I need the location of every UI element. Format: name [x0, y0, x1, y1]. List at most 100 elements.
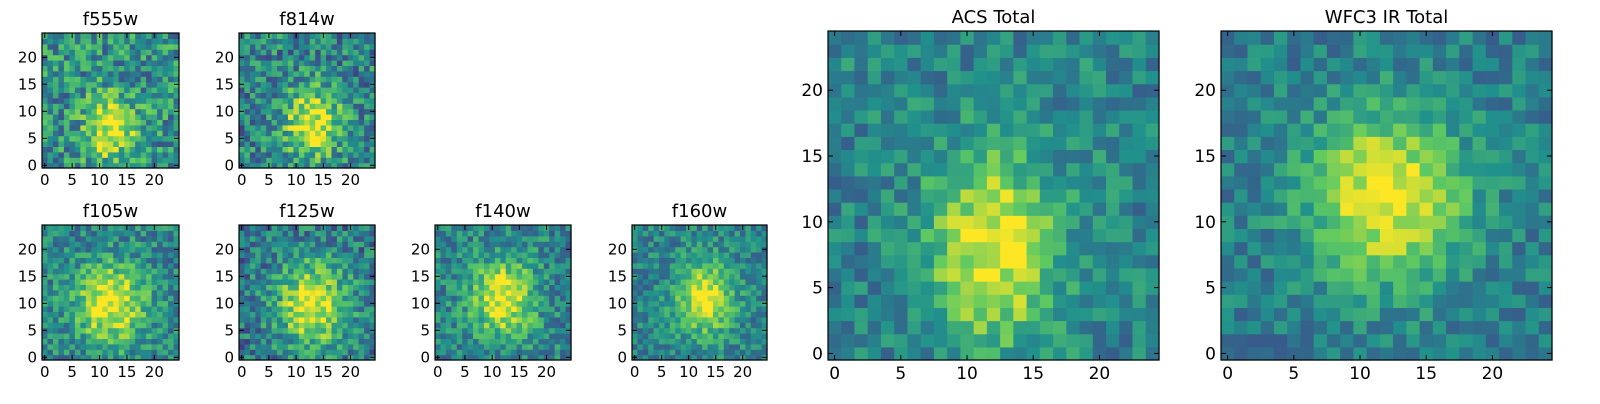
- heatmap-cell: [735, 252, 741, 258]
- heatmap-cell: [157, 344, 163, 350]
- heatmap-cell: [664, 284, 670, 290]
- heatmap-cell: [102, 230, 108, 236]
- heatmap-cell: [42, 311, 48, 317]
- heatmap-cell: [168, 44, 174, 50]
- heatmap-cells: [632, 225, 768, 361]
- heatmap-cell: [42, 241, 48, 247]
- heatmap-cell: [119, 225, 125, 231]
- heatmap-cell: [250, 44, 256, 50]
- heatmap-cell: [1433, 228, 1447, 242]
- heatmap-cell: [261, 76, 267, 82]
- heatmap-cell: [119, 71, 125, 77]
- heatmap-cell: [69, 290, 75, 296]
- heatmap-cell: [359, 76, 365, 82]
- heatmap-cell: [632, 349, 638, 355]
- heatmap-cell: [1027, 321, 1041, 335]
- heatmap-cell: [544, 295, 550, 301]
- heatmap-cell: [272, 284, 278, 290]
- heatmap-cell: [146, 65, 152, 71]
- heatmap-cell: [353, 60, 359, 66]
- heatmap-cell: [1247, 255, 1261, 269]
- heatmap-cell: [1093, 255, 1107, 269]
- heatmap-cell: [337, 311, 343, 317]
- heatmap-cell: [500, 241, 506, 247]
- heatmap-cell: [108, 71, 114, 77]
- heatmap-cell: [643, 230, 649, 236]
- heatmap-cell: [141, 322, 147, 328]
- heatmap-cell: [1000, 242, 1014, 256]
- heatmap-cell: [544, 333, 550, 339]
- heatmap-cell: [97, 125, 103, 131]
- heatmap-cell: [244, 65, 250, 71]
- heatmap-cell: [479, 295, 485, 301]
- heatmap-cell: [479, 263, 485, 269]
- heatmap-cell: [53, 290, 59, 296]
- heatmap-cell: [522, 301, 528, 307]
- heatmap-cell: [283, 38, 289, 44]
- heatmap-cell: [462, 338, 468, 344]
- heatmap-cell: [881, 215, 895, 229]
- heatmap-cell: [1013, 84, 1027, 98]
- heatmap-cell: [632, 338, 638, 344]
- heatmap-cell: [729, 295, 735, 301]
- heatmap-cell: [907, 123, 921, 137]
- heatmap-cell: [1314, 321, 1328, 335]
- heatmap-cell: [58, 257, 64, 263]
- heatmap-cell: [152, 71, 158, 77]
- heatmap-cell: [326, 109, 332, 115]
- heatmap-cell: [1486, 268, 1500, 282]
- heatmap-cell: [740, 252, 746, 258]
- heatmap-cell: [58, 328, 64, 334]
- heatmap-cell: [691, 274, 697, 280]
- heatmap-cell: [1380, 242, 1394, 256]
- heatmap-cell: [113, 157, 119, 163]
- heatmap-cell: [250, 103, 256, 109]
- heatmap-cell: [489, 344, 495, 350]
- heatmap-cell: [527, 230, 533, 236]
- heatmap-cell: [255, 290, 261, 296]
- heatmap-cell: [53, 60, 59, 66]
- heatmap-cell: [288, 71, 294, 77]
- heatmap-cell: [1314, 307, 1328, 321]
- heatmap-cell: [75, 103, 81, 109]
- heatmap-cell: [643, 252, 649, 258]
- heatmap-cell: [538, 301, 544, 307]
- heatmap-cell: [479, 236, 485, 242]
- heatmap-cell: [1261, 334, 1275, 348]
- heatmap-cell: [1119, 149, 1133, 163]
- heatmap-cell: [244, 87, 250, 93]
- heatmap-cell: [522, 263, 528, 269]
- heatmap-cell: [75, 241, 81, 247]
- heatmap-cell: [1512, 202, 1526, 216]
- heatmap-cell: [664, 257, 670, 263]
- heatmap-cell: [113, 236, 119, 242]
- heatmap-cell: [288, 274, 294, 280]
- heatmap-cell: [152, 136, 158, 142]
- heatmap-cell: [894, 307, 908, 321]
- heatmap-cell: [828, 57, 842, 71]
- heatmap-cell: [643, 290, 649, 296]
- heatmap-cell: [654, 268, 660, 274]
- heatmap-cell: [1093, 136, 1107, 150]
- heatmap-cell: [560, 317, 566, 323]
- heatmap-cell: [152, 76, 158, 82]
- heatmap-cell: [353, 241, 359, 247]
- heatmap-cell: [947, 136, 961, 150]
- heatmap-cell: [921, 189, 935, 203]
- heatmap-cell: [881, 294, 895, 308]
- heatmap-cell: [555, 349, 561, 355]
- heatmap-cell: [135, 44, 141, 50]
- heatmap-cell: [1446, 228, 1460, 242]
- heatmap-cell: [141, 146, 147, 152]
- heatmap-cell: [342, 344, 348, 350]
- heatmap-cell: [239, 268, 245, 274]
- heatmap-cell: [670, 230, 676, 236]
- heatmap-cell: [348, 317, 354, 323]
- heatmap-cell: [713, 268, 719, 274]
- y-tick-label: 20: [215, 49, 234, 67]
- heatmap-cell: [108, 317, 114, 323]
- heatmap-cell: [272, 82, 278, 88]
- heatmap-cell: [283, 295, 289, 301]
- heatmap-cell: [1247, 228, 1261, 242]
